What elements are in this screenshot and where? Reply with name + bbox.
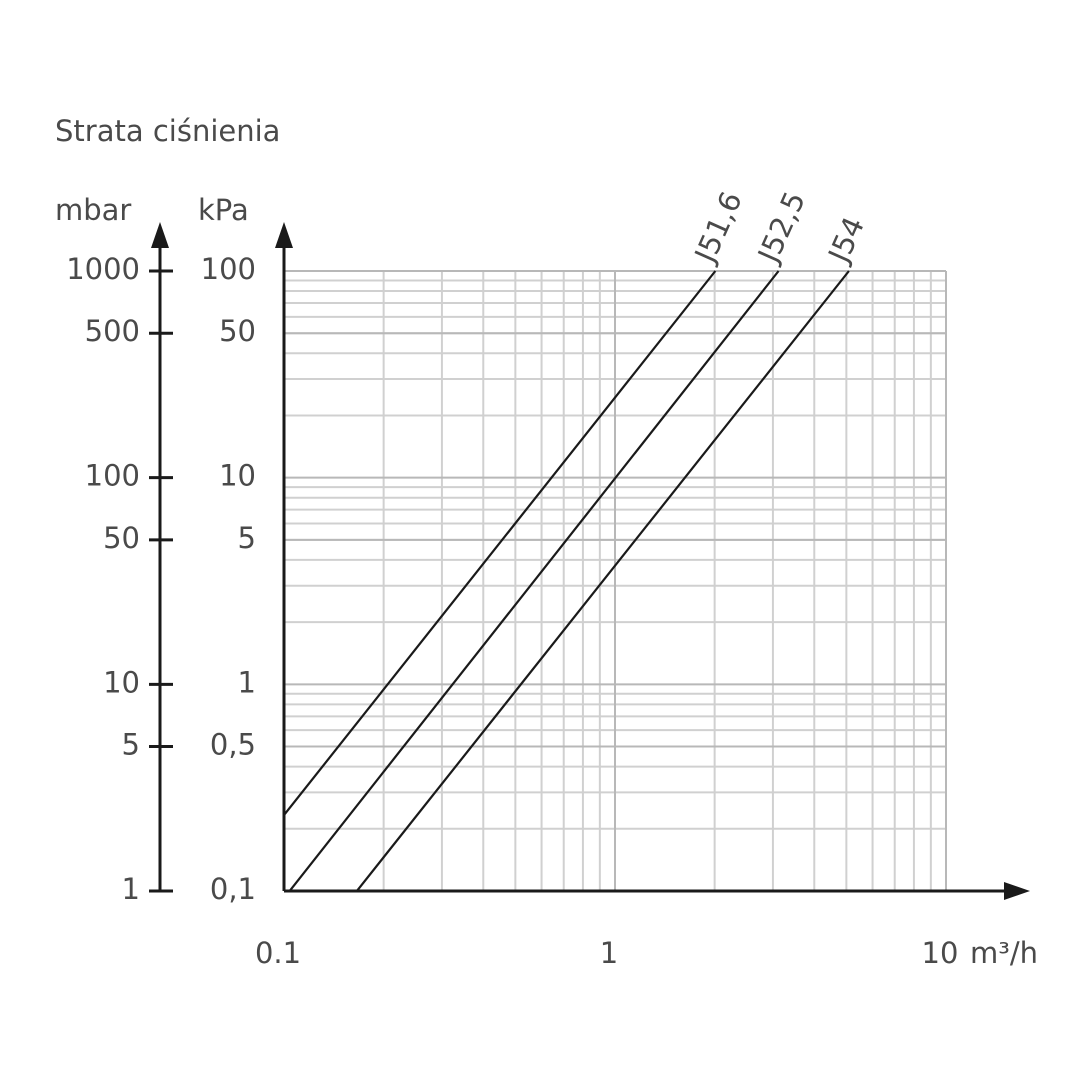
x-tick-label: 10 — [922, 936, 959, 970]
y-tick-label: 10 — [219, 459, 256, 493]
x-axis-title: m³/h — [970, 936, 1038, 970]
series-label: J51,6 — [687, 186, 749, 268]
series-label: J52,5 — [750, 186, 812, 268]
series-label: J54 — [821, 212, 871, 269]
y-tick-label: 50 — [219, 314, 256, 348]
y2-tick-label: 10 — [103, 665, 140, 699]
axes — [151, 222, 1030, 900]
y-tick-label: 0,5 — [210, 728, 256, 762]
y-tick-label: 1 — [238, 665, 256, 699]
y2-axis-title: mbar — [55, 193, 131, 227]
y-tick-label: 0,1 — [210, 872, 256, 906]
x-tick-label: 1 — [600, 936, 618, 970]
y2-arrow — [151, 222, 169, 248]
y2-tick-label: 1 — [122, 872, 140, 906]
y2-tick-label: 500 — [85, 314, 140, 348]
x-arrow — [1004, 882, 1030, 900]
y-axis-title: kPa — [198, 193, 249, 227]
y2-tick-label: 1000 — [66, 252, 140, 286]
y2-tick-label: 50 — [103, 521, 140, 555]
series-line — [283, 270, 717, 816]
series-line — [355, 270, 850, 892]
y-arrow — [275, 222, 293, 248]
series-line — [288, 270, 780, 892]
grid — [283, 270, 947, 892]
chart-title: Strata ciśnienia — [55, 114, 280, 148]
y2-tick-label: 100 — [85, 459, 140, 493]
x-tick-label: 0.1 — [255, 936, 301, 970]
y-tick-label: 5 — [238, 521, 256, 555]
y-tick-label: 100 — [201, 252, 256, 286]
y2-tick-label: 5 — [122, 728, 140, 762]
